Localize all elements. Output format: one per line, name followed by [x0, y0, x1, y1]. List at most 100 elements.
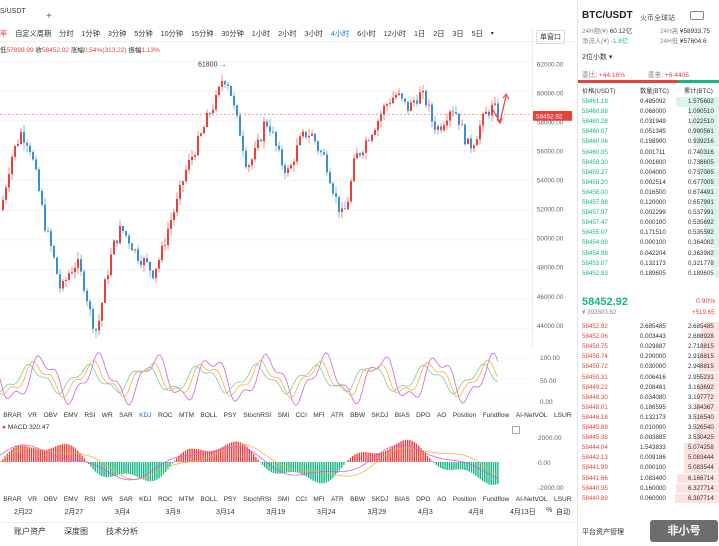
- orderbook-row[interactable]: 58460.28 0.031949 1.022510: [578, 117, 719, 127]
- indicator-brar[interactable]: BRAR: [3, 496, 22, 503]
- indicator-ao[interactable]: AO: [436, 412, 447, 419]
- exchange-name[interactable]: 火币全球站: [640, 15, 675, 22]
- indicator-rsi[interactable]: RSI: [84, 496, 96, 503]
- orderbook-row[interactable]: 58441.99 0.000100 5.083544: [578, 463, 719, 473]
- timeframe-0[interactable]: 分时: [59, 28, 74, 38]
- orderbook-row[interactable]: 58444.04 1.543833 5.074258: [578, 443, 719, 453]
- orderbook-row[interactable]: 58454.98 0.042204 0.363982: [578, 248, 719, 259]
- orderbook-row[interactable]: 58442.13 0.009186 5.083444: [578, 453, 719, 463]
- timeframe-2[interactable]: 3分钟: [107, 28, 127, 38]
- indicator-kdj[interactable]: KDJ: [139, 496, 152, 503]
- pair-title[interactable]: BTC/USDT: [582, 10, 633, 21]
- indicator-stochrsi[interactable]: StochRSI: [243, 412, 272, 419]
- orderbook-row[interactable]: 58461.19 0.485092 1.575602: [578, 97, 719, 107]
- indicator-smi[interactable]: SMI: [277, 496, 290, 503]
- orderbook-row[interactable]: 58450.72 0.030000 2.948815: [578, 362, 719, 372]
- orderbook-row[interactable]: 58454.99 0.000100 0.364082: [578, 238, 719, 248]
- indicator-lsur[interactable]: LSUR: [553, 412, 572, 419]
- indicator-ai-netvol[interactable]: AI-NetVOL: [515, 496, 548, 503]
- candlestick-chart[interactable]: 61800 →: [0, 54, 532, 344]
- orderbook-row[interactable]: 58457.47 0.000100 0.535692: [578, 218, 719, 228]
- indicator-roc[interactable]: ROC: [157, 496, 173, 503]
- settings-icon[interactable]: [690, 11, 704, 20]
- bottom-tab-0[interactable]: 账户资产: [14, 527, 46, 536]
- orderbook-row[interactable]: 58455.07 0.171510 0.535592: [578, 228, 719, 238]
- orderbook-row[interactable]: 58457.98 0.120000 0.657991: [578, 198, 719, 208]
- indicator-sar[interactable]: SAR: [119, 496, 133, 503]
- indicator-position[interactable]: Position: [452, 496, 477, 503]
- indicator-bias[interactable]: BIAS: [394, 496, 410, 503]
- depth-select[interactable]: 2位小数 ▾: [582, 54, 613, 61]
- indicator-stochrsi[interactable]: StochRSI: [243, 496, 272, 503]
- expand-icon[interactable]: [512, 426, 520, 434]
- indicator-roc[interactable]: ROC: [157, 412, 173, 419]
- indicator-position[interactable]: Position: [452, 412, 477, 419]
- indicator-lsur[interactable]: LSUR: [553, 496, 572, 503]
- indicator-cci[interactable]: CCI: [295, 412, 307, 419]
- indicator-dpo[interactable]: DPO: [416, 412, 431, 419]
- indicator-wr[interactable]: WR: [101, 412, 113, 419]
- timeframe-14[interactable]: 2日: [433, 28, 445, 38]
- timeframe-11[interactable]: 6小时: [357, 28, 376, 38]
- chevron-down-icon[interactable]: ▾: [490, 31, 494, 37]
- indicator-wr[interactable]: WR: [101, 496, 113, 503]
- indicator-ai-netvol[interactable]: AI-NetVOL: [515, 412, 548, 419]
- orderbook-row[interactable]: 58448.30 0.034080 3.197772: [578, 392, 719, 403]
- indicator-rsi[interactable]: RSI: [84, 412, 96, 419]
- orderbook-row[interactable]: 58445.38 0.003885 3.530425: [578, 433, 719, 443]
- indicator-cci[interactable]: CCI: [295, 496, 307, 503]
- custom-period-button[interactable]: 自定义周期: [15, 28, 52, 38]
- timeframe-12[interactable]: 12小时: [383, 28, 407, 38]
- orderbook-row[interactable]: 58450.75 0.029887 2.718815: [578, 342, 719, 352]
- orderbook-row[interactable]: 58460.07 0.051345 0.990561: [578, 127, 719, 137]
- orderbook-row[interactable]: 58452.93 0.189605 0.189605: [578, 268, 719, 279]
- indicator-skdj[interactable]: SKDJ: [371, 412, 389, 419]
- indicator-mfi[interactable]: MFI: [313, 412, 325, 419]
- indicator-mtm[interactable]: MTM: [178, 496, 194, 503]
- orderbook-row[interactable]: 58441.66 1.083400 6.166714: [578, 473, 719, 484]
- indicator-atr[interactable]: ATR: [331, 412, 344, 419]
- orderbook-row[interactable]: 58450.74 0.200000 2.918815: [578, 352, 719, 362]
- indicator-bias[interactable]: BIAS: [394, 412, 410, 419]
- indicator-vr[interactable]: VR: [27, 412, 38, 419]
- timeframe-6[interactable]: 30分钟: [221, 28, 244, 38]
- orderbook-row[interactable]: 58452.92 2.685485 2.685485: [578, 322, 719, 332]
- timeframe-8[interactable]: 2小时: [278, 28, 297, 38]
- orderbook-row[interactable]: 58448.01 0.186595 3.384367: [578, 402, 719, 413]
- timeframe-13[interactable]: 1日: [414, 28, 426, 38]
- macd-chart[interactable]: [0, 420, 532, 496]
- timeframe-7[interactable]: 1小时: [251, 28, 271, 38]
- indicator-fundflow[interactable]: Fundflow: [482, 412, 510, 419]
- chart-tab[interactable]: 率: [0, 28, 8, 38]
- timeframe-10[interactable]: 4小时: [330, 28, 350, 38]
- indicator-boll[interactable]: BOLL: [200, 412, 218, 419]
- footer-link[interactable]: 平台资产管理: [582, 529, 624, 536]
- orderbook-row[interactable]: 58453.07 0.132173 0.321778: [578, 258, 719, 269]
- bottom-tab-2[interactable]: 技术分析: [106, 527, 138, 536]
- timeframe-1[interactable]: 1分钟: [81, 28, 100, 38]
- indicator-emv[interactable]: EMV: [63, 412, 79, 419]
- indicator-boll[interactable]: BOLL: [200, 496, 218, 503]
- orderbook-row[interactable]: 58460.05 0.001711 0.740316: [578, 147, 719, 158]
- indicator-dpo[interactable]: DPO: [416, 496, 431, 503]
- indicator-atr[interactable]: ATR: [331, 496, 344, 503]
- orderbook-row[interactable]: 58459.30 0.001600 0.738605: [578, 157, 719, 168]
- orderbook-row[interactable]: 58458.00 0.016500 0.674491: [578, 187, 719, 198]
- indicator-mfi[interactable]: MFI: [313, 496, 325, 503]
- indicator-brar[interactable]: BRAR: [3, 412, 22, 419]
- add-tab-button[interactable]: +: [46, 11, 52, 22]
- orderbook-row[interactable]: 58458.20 0.002514 0.677005: [578, 177, 719, 188]
- indicator-kdj[interactable]: KDJ: [139, 412, 152, 419]
- indicator-obv[interactable]: OBV: [43, 412, 58, 419]
- indicator-psy[interactable]: PSY: [223, 412, 237, 419]
- bottom-tab-1[interactable]: 深度图: [64, 527, 88, 536]
- orderbook-row[interactable]: 58450.31 0.006416 2.955231: [578, 372, 719, 383]
- orderbook-row[interactable]: 58460.06 0.198900 0.939216: [578, 137, 719, 147]
- indicator-sar[interactable]: SAR: [119, 412, 133, 419]
- indicator-psy[interactable]: PSY: [223, 496, 237, 503]
- orderbook-row[interactable]: 58459.27 0.004000 0.737005: [578, 167, 719, 178]
- timeframe-15[interactable]: 3日: [452, 28, 464, 38]
- indicator-obv[interactable]: OBV: [43, 496, 58, 503]
- window-select[interactable]: 单窗口: [536, 30, 565, 44]
- percent-label[interactable]: %: [546, 507, 553, 514]
